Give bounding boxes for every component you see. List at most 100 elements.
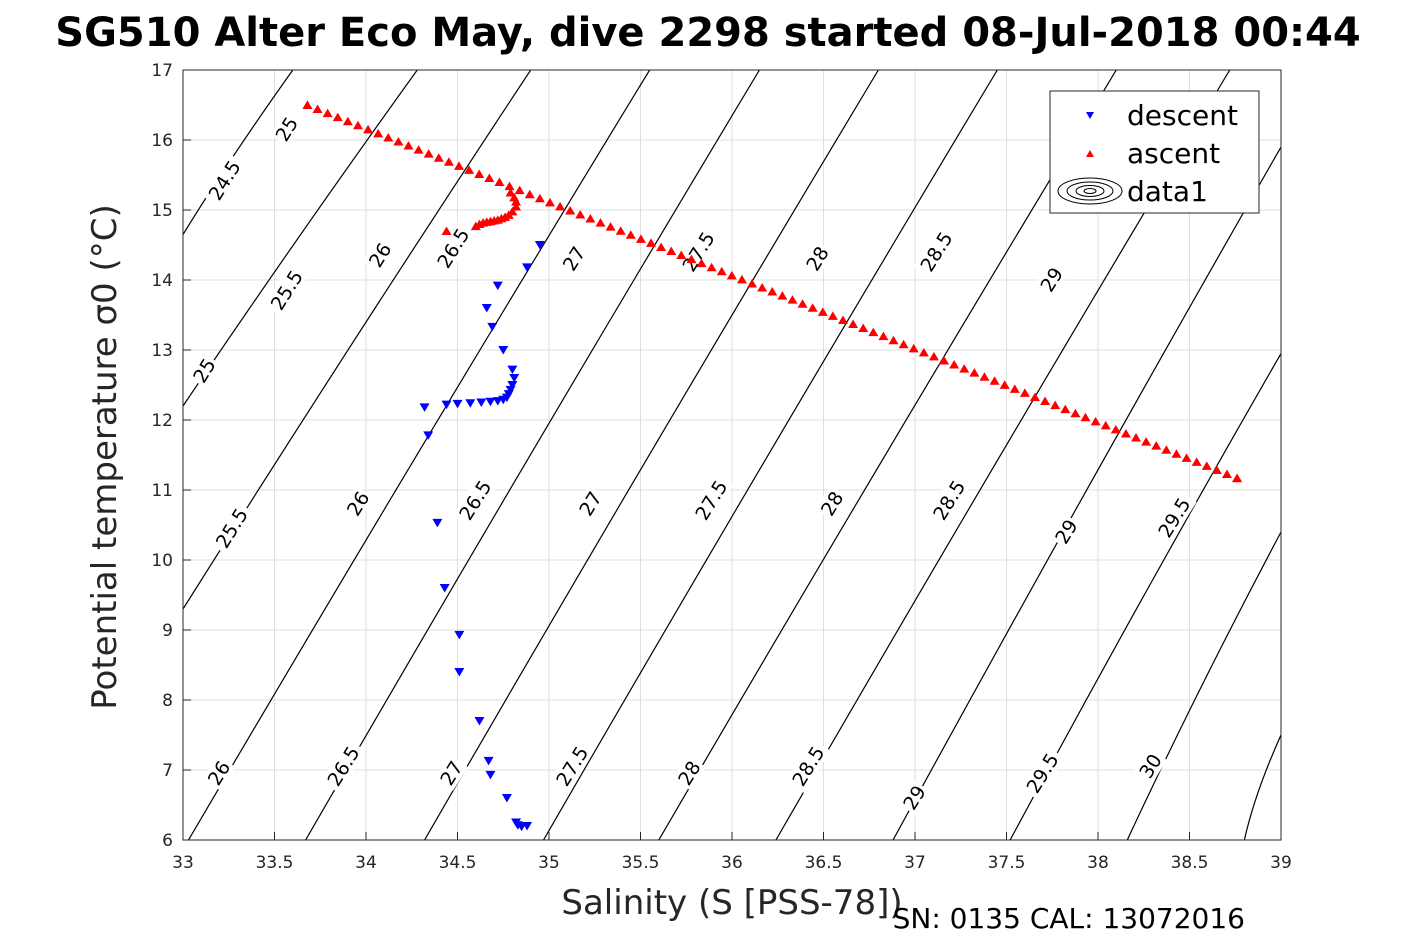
ascent-point — [1060, 404, 1071, 414]
descent-point — [454, 630, 465, 640]
y-tick-label: 12 — [151, 411, 173, 431]
ascent-point — [507, 206, 518, 216]
contour-label-bg — [201, 153, 247, 208]
x-tick-label: 38 — [1087, 853, 1109, 873]
contour-label-bg — [208, 500, 255, 556]
ascent-point — [736, 274, 747, 284]
ascent-point — [848, 319, 859, 328]
ascent-point — [868, 327, 879, 337]
descent-point — [483, 756, 494, 766]
contour-label-bg — [430, 220, 476, 276]
x-tick-label: 36.5 — [805, 853, 843, 873]
ascent-point — [403, 141, 414, 150]
legend-descent-marker — [1086, 112, 1094, 119]
ascent-point — [969, 368, 980, 377]
contour-label-bg — [341, 485, 375, 522]
contour-label-bg — [913, 224, 959, 279]
ascent-point — [757, 282, 768, 292]
contour-label-bg — [187, 352, 221, 389]
ascent-point — [441, 226, 452, 235]
ascent-point — [716, 266, 727, 276]
descent-point — [498, 346, 509, 355]
y-tick-label: 7 — [162, 761, 173, 781]
ascent-point — [312, 104, 323, 114]
y-axis-label: Potential temperature σ0 (°C) — [85, 204, 125, 710]
ascent-point — [454, 161, 465, 170]
density-contour-line — [1243, 734, 1281, 840]
ascent-point — [1171, 449, 1182, 458]
contour-label-bg — [672, 755, 706, 791]
descent-point — [481, 304, 492, 313]
ascent-point — [575, 209, 586, 219]
ascent-point — [837, 315, 848, 324]
ascent-point — [787, 295, 798, 304]
ascent-point — [908, 343, 919, 353]
descent-point — [492, 397, 503, 406]
ascent-point — [989, 376, 1000, 385]
descent-point — [474, 717, 485, 726]
ascent-point — [363, 124, 374, 134]
contour-label-bg — [1133, 748, 1167, 784]
ascent-point — [656, 242, 667, 251]
x-tick-label: 35 — [538, 853, 560, 873]
ascent-point — [373, 128, 384, 138]
y-tick-label: 10 — [151, 551, 173, 571]
contour-label-bg — [1151, 490, 1197, 545]
ascent-point — [646, 238, 657, 247]
density-contour-line — [658, 70, 1117, 840]
ascent-point — [393, 136, 404, 146]
descent-point — [492, 281, 503, 291]
descent-point — [423, 431, 434, 440]
descent-point — [522, 822, 533, 831]
ascent-point — [686, 254, 697, 264]
contour-label-bg — [549, 738, 595, 794]
y-tick-label: 17 — [151, 61, 173, 81]
ascent-point — [676, 250, 687, 260]
ascent-point — [999, 380, 1010, 389]
ascent-point — [615, 226, 626, 235]
descent-point — [439, 584, 450, 593]
y-tick-label: 6 — [162, 831, 173, 851]
contour-label-bg — [320, 738, 366, 794]
contour-label-bg — [434, 755, 468, 791]
descent-point — [487, 322, 498, 332]
descent-series — [419, 241, 545, 832]
x-tick-label: 36 — [721, 853, 743, 873]
ascent-point — [605, 222, 616, 231]
contour-label-bg — [1049, 513, 1083, 550]
ascent-point — [1070, 408, 1081, 418]
density-contour-line — [892, 146, 1281, 840]
x-tick-label: 37.5 — [988, 853, 1026, 873]
ascent-point — [443, 157, 454, 166]
contour-label-bg — [926, 472, 972, 528]
x-tick-label: 34.5 — [439, 853, 477, 873]
ascent-point — [585, 214, 596, 223]
ascent-point — [1161, 445, 1172, 454]
density-contour-line — [183, 70, 294, 235]
ascent-point — [797, 299, 808, 308]
y-tick-label: 14 — [151, 271, 173, 291]
ascent-point — [939, 355, 950, 365]
ascent-point — [413, 145, 424, 154]
ascent-point — [352, 120, 363, 130]
x-tick-label: 35.5 — [622, 853, 660, 873]
density-contour-line — [1126, 531, 1281, 840]
contour-label-bg — [785, 738, 831, 794]
ascent-point — [1232, 473, 1243, 483]
ascent-point — [817, 307, 828, 316]
ascent-point — [504, 181, 515, 191]
ascent-point — [807, 303, 818, 312]
contour-label-bg — [675, 224, 721, 279]
ascent-point — [827, 311, 838, 320]
ascent-point — [888, 335, 899, 345]
ascent-point — [342, 116, 353, 126]
x-tick-label: 39 — [1270, 853, 1292, 873]
contour-label-bg — [573, 485, 607, 522]
ascent-point — [595, 218, 606, 227]
density-contour-line — [305, 70, 760, 840]
ascent-point — [1110, 424, 1121, 434]
ascent-point — [322, 108, 333, 118]
ascent-point — [383, 132, 394, 142]
x-tick-label: 37 — [904, 853, 926, 873]
